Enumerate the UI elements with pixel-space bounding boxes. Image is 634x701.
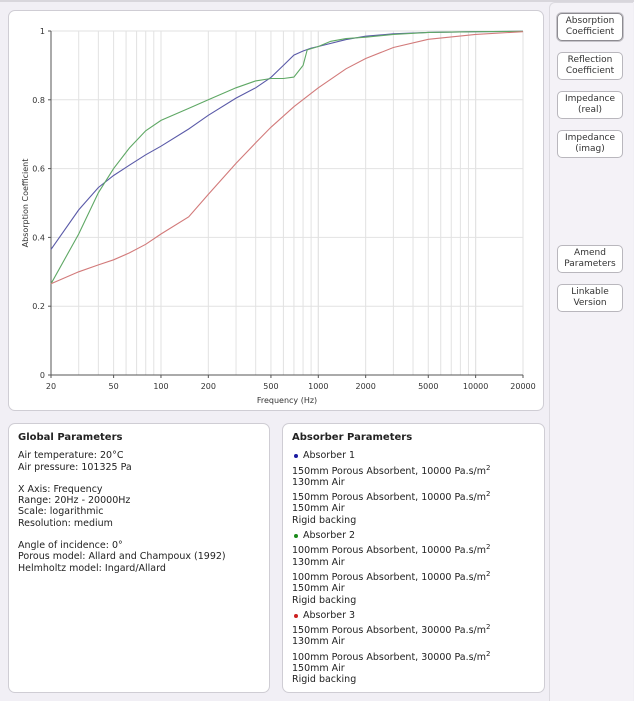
layer-line: 150mm Porous Absorbent, 10000 Pa.s/m2 (292, 463, 491, 477)
global-parameter-line: Angle of incidence: 0° (18, 540, 123, 552)
layer-line: 130mm Air (292, 636, 345, 648)
layer-line: 130mm Air (292, 476, 345, 488)
side-button-impedance-real[interactable]: Impedance (real) (557, 91, 623, 119)
y-tick-label: 1 (40, 27, 45, 36)
layer-line: 100mm Porous Absorbent, 10000 Pa.s/m2 (292, 569, 491, 583)
layer-line: 100mm Porous Absorbent, 30000 Pa.s/m2 (292, 649, 491, 663)
y-tick-label: 0.2 (32, 302, 45, 311)
x-tick-label: 20 (46, 382, 56, 391)
x-tick-label: 5000 (418, 382, 438, 391)
absorber-parameters-panel: Absorber Parameters Absorber 1 150mm Poro… (282, 423, 545, 693)
global-parameter-line: Porous model: Allard and Champoux (1992) (18, 551, 226, 563)
absorber-layer-group: 150mm Porous Absorbent, 30000 Pa.s/m2 130… (292, 623, 535, 648)
y-tick-label: 0.8 (32, 96, 45, 105)
y-tick-label: 0.6 (32, 165, 45, 174)
button-label: Impedance (real) (564, 94, 616, 115)
x-axis-title: Frequency (Hz) (257, 396, 317, 405)
superscript: 2 (486, 649, 491, 658)
side-button-linkable-version[interactable]: Linkable Version (557, 284, 623, 312)
side-button-amend-parameters[interactable]: Amend Parameters (557, 245, 623, 273)
absorber-heading: Absorber 2 (292, 530, 535, 541)
layer-line: 130mm Air (292, 556, 345, 568)
superscript: 2 (486, 543, 491, 552)
y-axis-title: Absorption Coefficient (21, 159, 30, 248)
global-parameter-line: Range: 20Hz - 20000Hz (18, 495, 131, 507)
series-line-absorber-1 (50, 30, 524, 250)
x-tick-label: 200 (201, 382, 216, 391)
superscript: 2 (486, 490, 491, 499)
layer-line: Rigid backing (292, 594, 357, 606)
x-tick-label: 50 (109, 382, 119, 391)
global-parameter-line: X Axis: Frequency (18, 483, 103, 495)
layer-line: 150mm Air (292, 583, 345, 595)
series-color-dot (294, 453, 298, 458)
x-tick-label: 10000 (463, 382, 488, 391)
button-label: Reflection Coefficient (565, 55, 615, 76)
layer-line: 100mm Porous Absorbent, 10000 Pa.s/m2 (292, 543, 491, 557)
absorber-heading: Absorber 3 (292, 610, 535, 621)
x-tick-label: 100 (153, 382, 168, 391)
absorber-layer-group: 100mm Porous Absorbent, 30000 Pa.s/m2 150… (292, 649, 535, 686)
layer-line: 150mm Air (292, 503, 345, 515)
side-button-reflection-coefficient[interactable]: Reflection Coefficient (557, 52, 623, 80)
button-label: Amend Parameters (564, 248, 616, 269)
global-parameter-line: Resolution: medium (18, 517, 113, 529)
layer-line: Rigid backing (292, 674, 357, 686)
side-toolbar: Absorption Coefficient Reflection Coefficie… (549, 2, 633, 701)
global-parameters-title: Global Parameters (18, 432, 123, 443)
layer-line: 150mm Porous Absorbent, 30000 Pa.s/m2 (292, 623, 491, 637)
button-label: Absorption Coefficient (565, 16, 615, 37)
series-color-dot (294, 533, 298, 538)
superscript: 2 (486, 569, 491, 578)
absorber-layer-group: 150mm Porous Absorbent, 10000 Pa.s/m2 150… (292, 490, 535, 526)
global-parameter-line: Air temperature: 20°C (18, 450, 124, 462)
x-tick-label: 500 (263, 382, 278, 391)
absorber-heading: Absorber 1 (292, 450, 535, 461)
side-button-impedance-imag[interactable]: Impedance (imag) (557, 130, 623, 158)
top-border (0, 0, 634, 2)
global-parameter-line: Scale: logarithmic (18, 506, 104, 518)
superscript: 2 (486, 623, 491, 632)
absorber-name: Absorber 3 (303, 609, 356, 621)
absorber-name: Absorber 1 (303, 450, 356, 462)
chart-panel: 0 0.2 0.4 0.6 0.8 1 20 50 100 200 500 1000 2000 5000 1… (8, 10, 544, 411)
x-tick-label: 2000 (355, 382, 375, 391)
absorber-layer-group: 150mm Porous Absorbent, 10000 Pa.s/m2 130… (292, 463, 535, 489)
button-label: Impedance (imag) (564, 133, 616, 154)
series-line-absorber-2 (50, 30, 524, 285)
superscript: 2 (486, 463, 491, 472)
absorber-parameters-title: Absorber Parameters (292, 432, 413, 443)
x-tick-label: 1000 (308, 382, 328, 391)
x-tick-label: 20000 (510, 382, 535, 391)
global-parameter-line: Helmholtz model: Ingard/Allard (18, 562, 166, 574)
absorber-name: Absorber 2 (303, 530, 356, 542)
absorber-layer-group: 100mm Porous Absorbent, 10000 Pa.s/m2 150… (292, 569, 535, 606)
layer-line: 150mm Porous Absorbent, 10000 Pa.s/m2 (292, 490, 491, 504)
absorption-chart: 0 0.2 0.4 0.6 0.8 1 20 50 100 200 500 1000 2000 5000 1… (21, 27, 536, 405)
side-button-absorption-coefficient[interactable]: Absorption Coefficient (557, 13, 623, 41)
global-parameters-panel: Global Parameters Air temperature: 20°C A… (8, 423, 270, 693)
series-line-absorber-3 (50, 31, 524, 285)
y-tick-label: 0.4 (32, 233, 45, 242)
layer-line: 150mm Air (292, 663, 345, 675)
global-parameter-line: Air pressure: 101325 Pa (18, 461, 132, 473)
absorber-layer-group: 100mm Porous Absorbent, 10000 Pa.s/m2 130… (292, 543, 535, 568)
layer-line: Rigid backing (292, 514, 357, 526)
series-color-dot (294, 613, 298, 618)
y-tick-label: 0 (40, 371, 45, 380)
button-label: Linkable Version (571, 287, 609, 308)
